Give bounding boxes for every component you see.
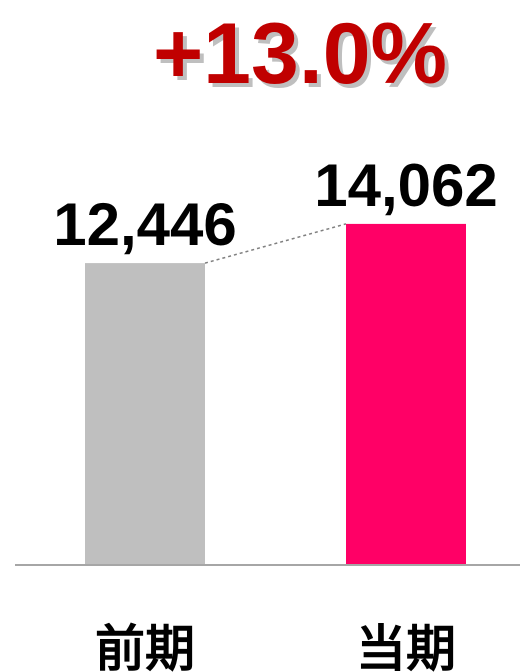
change-label-shadow: +13.0%: [157, 10, 451, 106]
category-label-current: 当期: [356, 620, 456, 672]
bar-previous: [85, 263, 205, 565]
category-label-previous: 前期: [95, 620, 195, 672]
change-label-group: +13.0% +13.0%: [153, 6, 451, 106]
connector-line: [204, 223, 347, 264]
value-label-previous: 12,446: [53, 191, 237, 258]
bar-current: [346, 223, 466, 565]
value-label-current: 14,062: [314, 152, 498, 219]
category-labels: 前期 当期: [95, 620, 456, 672]
bars: [85, 223, 466, 565]
change-label: +13.0%: [153, 6, 447, 102]
value-labels: 12,446 14,062: [53, 152, 498, 258]
